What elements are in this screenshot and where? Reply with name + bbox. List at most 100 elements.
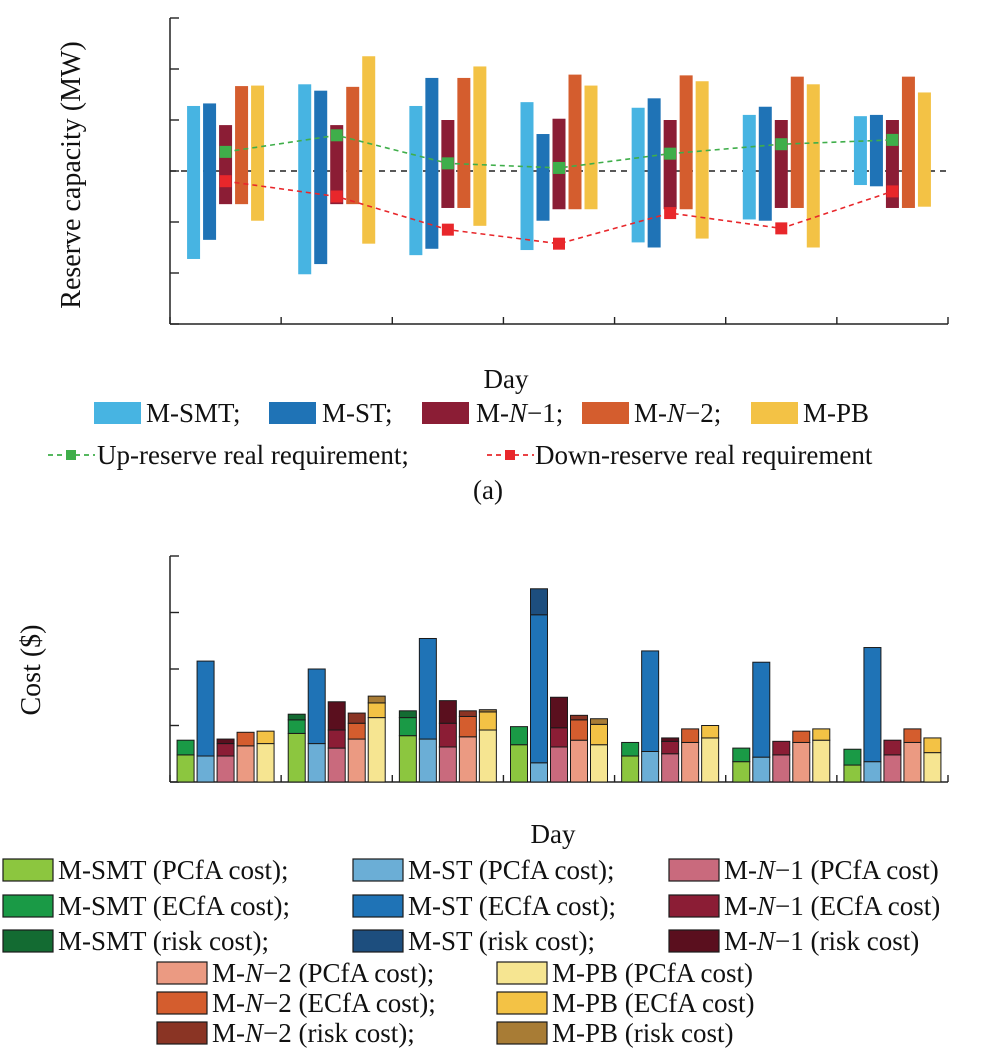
cost-bar-m-smt-ecfa xyxy=(398,717,417,737)
cost-bar-m-smt-risk xyxy=(287,713,306,721)
cost-bar-m-n−2-risk xyxy=(570,714,588,721)
cost-bar-m-pb-ecfa xyxy=(478,711,497,731)
legend-label: M-N−2 (PCfA cost); xyxy=(212,958,434,988)
cost-bar-m-n−2-pcfa xyxy=(570,739,588,783)
cost-bar-m-n−2-ecfa xyxy=(347,722,366,740)
legend-swatch-m-n−1 xyxy=(422,402,469,424)
cost-bar-m-st-ecfa xyxy=(307,668,326,745)
reserve-bar-m-n−2 xyxy=(346,86,360,205)
cost-bar-m-pb-ecfa xyxy=(701,725,720,739)
cost-bar-m-n−1-pcfa xyxy=(661,753,680,783)
up-reserve-point xyxy=(553,161,565,174)
legend-label: M-N−2 (risk cost); xyxy=(212,1018,415,1048)
cost-bar-m-n−2-ecfa xyxy=(681,728,700,743)
cost-bar-m-n−2-pcfa xyxy=(458,736,477,783)
cost-bar-m-n−2-risk xyxy=(458,710,477,717)
cost-bar-m-st-pcfa xyxy=(530,762,548,783)
cost-bar-m-n−1-ecfa xyxy=(438,722,457,748)
cost-bar-m-st-pcfa xyxy=(196,755,215,783)
cost-bar-m-n−1-risk xyxy=(327,701,346,731)
legend-label: M-PB xyxy=(803,398,869,428)
reserve-bar-m-st xyxy=(869,114,883,187)
cost-bar-m-n−1-pcfa xyxy=(772,754,791,783)
up-reserve-point xyxy=(664,147,677,160)
legend-swatch xyxy=(496,1021,548,1045)
panel-a-label: (a) xyxy=(473,475,503,505)
cost-bar-m-smt-ecfa xyxy=(732,747,751,763)
cost-bar-m-pb-pcfa xyxy=(923,752,942,783)
cost-bar-m-smt-pcfa xyxy=(621,755,640,783)
reserve-bar-m-pb xyxy=(362,56,376,244)
up-reserve-point xyxy=(886,133,899,146)
legend-swatch xyxy=(2,858,54,882)
cost-bar-m-n−2-pcfa xyxy=(347,738,366,783)
cost-bar-m-n−1-pcfa xyxy=(438,746,457,783)
reserve-bar-m-smt xyxy=(520,102,534,251)
cost-bar-m-n−2-pcfa xyxy=(681,741,700,783)
legend-label: M-ST; xyxy=(322,398,393,428)
cost-bar-m-st-ecfa xyxy=(863,647,882,763)
cost-bar-m-n−1-pcfa xyxy=(327,747,346,783)
panel-a-ylabel: Reserve capacity (MW) xyxy=(56,41,87,308)
legend-line-marker xyxy=(505,450,515,460)
panel-a-legend: M-SMT; M-ST; M-N−1; M-N−2; M-PB Up-reserve re… xyxy=(48,398,873,470)
cost-bar-m-n−1-ecfa xyxy=(661,740,680,755)
panel-b-ylabel: Cost ($) xyxy=(16,625,47,716)
panel-a-bars xyxy=(187,56,931,275)
cost-bar-m-st-pcfa xyxy=(752,756,771,783)
reserve-bar-m-st xyxy=(758,106,772,221)
reserve-bar-m-st xyxy=(536,134,550,221)
reserve-bar-m-n−2 xyxy=(901,76,915,208)
reserve-bar-m-pb xyxy=(584,85,598,210)
cost-bar-m-n−1-ecfa xyxy=(550,727,568,748)
cost-bar-m-n−1-ecfa xyxy=(216,743,235,757)
cost-bar-m-pb-pcfa xyxy=(367,717,386,783)
cost-bar-m-pb-ecfa xyxy=(812,728,831,741)
cost-bar-m-n−2-risk xyxy=(347,712,366,724)
cost-bar-m-n−1-risk xyxy=(438,700,457,724)
cost-bar-m-n−1-risk xyxy=(661,737,680,742)
reserve-bar-m-smt xyxy=(853,116,867,186)
legend-swatch-m-st xyxy=(269,402,316,424)
cost-bar-m-n−2-pcfa xyxy=(236,745,255,783)
cost-bar-m-pb-risk xyxy=(367,695,386,704)
reserve-bar-m-n−1 xyxy=(330,125,344,205)
legend-swatch xyxy=(2,929,54,953)
cost-bar-m-smt-pcfa xyxy=(732,761,751,783)
reserve-bar-m-pb xyxy=(917,92,931,207)
reserve-bar-m-n−2 xyxy=(679,75,693,210)
legend-swatch xyxy=(496,991,548,1015)
up-reserve-point xyxy=(219,145,232,158)
down-reserve-point xyxy=(553,237,565,250)
cost-bar-m-n−1-pcfa xyxy=(550,746,568,783)
panel-a-xlabel: Day xyxy=(484,364,529,394)
reserve-bar-m-pb xyxy=(473,66,487,226)
cost-bar-m-pb-pcfa xyxy=(590,744,608,783)
legend-label: M-ST (PCfA cost); xyxy=(408,855,615,885)
reserve-bar-m-st xyxy=(203,103,217,240)
reserve-bar-m-smt xyxy=(409,105,423,256)
legend-label: M-SMT (risk cost); xyxy=(58,926,269,956)
panel-b: Cost ($) Day M-SMT (PCfA cost); M-ST (PCf… xyxy=(2,555,949,1048)
cost-bar-m-smt-pcfa xyxy=(176,754,195,783)
cost-bar-m-st-ecfa xyxy=(752,661,771,758)
legend-swatch xyxy=(156,991,208,1015)
down-reserve-point xyxy=(886,185,899,198)
down-reserve-point xyxy=(330,190,343,203)
legend-swatch-m-smt xyxy=(94,402,141,424)
down-reserve-point xyxy=(219,175,232,188)
panel-b-legend: M-SMT (PCfA cost); M-ST (PCfA cost); M-N−1… xyxy=(2,855,940,1048)
cost-bar-m-pb-pcfa xyxy=(478,729,497,783)
cost-bar-m-n−1-ecfa xyxy=(883,739,902,756)
reserve-bar-m-pb xyxy=(251,85,265,221)
legend-label: M-PB (risk cost) xyxy=(552,1018,734,1048)
cost-bar-m-smt-pcfa xyxy=(843,764,862,783)
cost-bar-m-smt-pcfa xyxy=(398,735,417,783)
cost-bar-m-pb-ecfa xyxy=(367,702,386,719)
cost-bar-m-st-risk xyxy=(530,588,548,616)
reserve-bar-m-smt xyxy=(742,114,756,220)
reserve-bar-m-st xyxy=(647,98,661,248)
reserve-bar-m-st xyxy=(314,90,328,265)
reserve-bar-m-n−2 xyxy=(457,77,471,208)
